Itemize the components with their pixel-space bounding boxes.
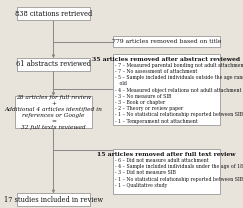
Text: 779 articles removed based on title: 779 articles removed based on title	[112, 39, 221, 44]
FancyBboxPatch shape	[17, 58, 90, 71]
Text: - 7 – Measured parental bonding not adult attachment
- 7 – No assessment of atta: - 7 – Measured parental bonding not adul…	[115, 63, 243, 124]
Text: 838 citations retrieved: 838 citations retrieved	[15, 10, 92, 17]
Text: 28 articles for full review
+
Additional 4 articles identified in
references or : 28 articles for full review + Additional…	[5, 95, 102, 130]
Text: 15 articles removed after full text review: 15 articles removed after full text revi…	[97, 152, 236, 157]
Text: - 6 – Did not measure adult attachment
- 4 – Sample included individuals under t: - 6 – Did not measure adult attachment -…	[115, 158, 243, 188]
Text: 17 studies included in review: 17 studies included in review	[4, 196, 103, 204]
FancyBboxPatch shape	[15, 96, 92, 128]
FancyBboxPatch shape	[113, 36, 220, 47]
Text: 35 articles removed after abstract reviewed: 35 articles removed after abstract revie…	[92, 57, 241, 62]
FancyBboxPatch shape	[17, 7, 90, 20]
FancyBboxPatch shape	[113, 149, 220, 194]
FancyBboxPatch shape	[113, 54, 220, 125]
FancyBboxPatch shape	[17, 193, 90, 206]
Text: 61 abstracts reviewed: 61 abstracts reviewed	[16, 61, 91, 68]
